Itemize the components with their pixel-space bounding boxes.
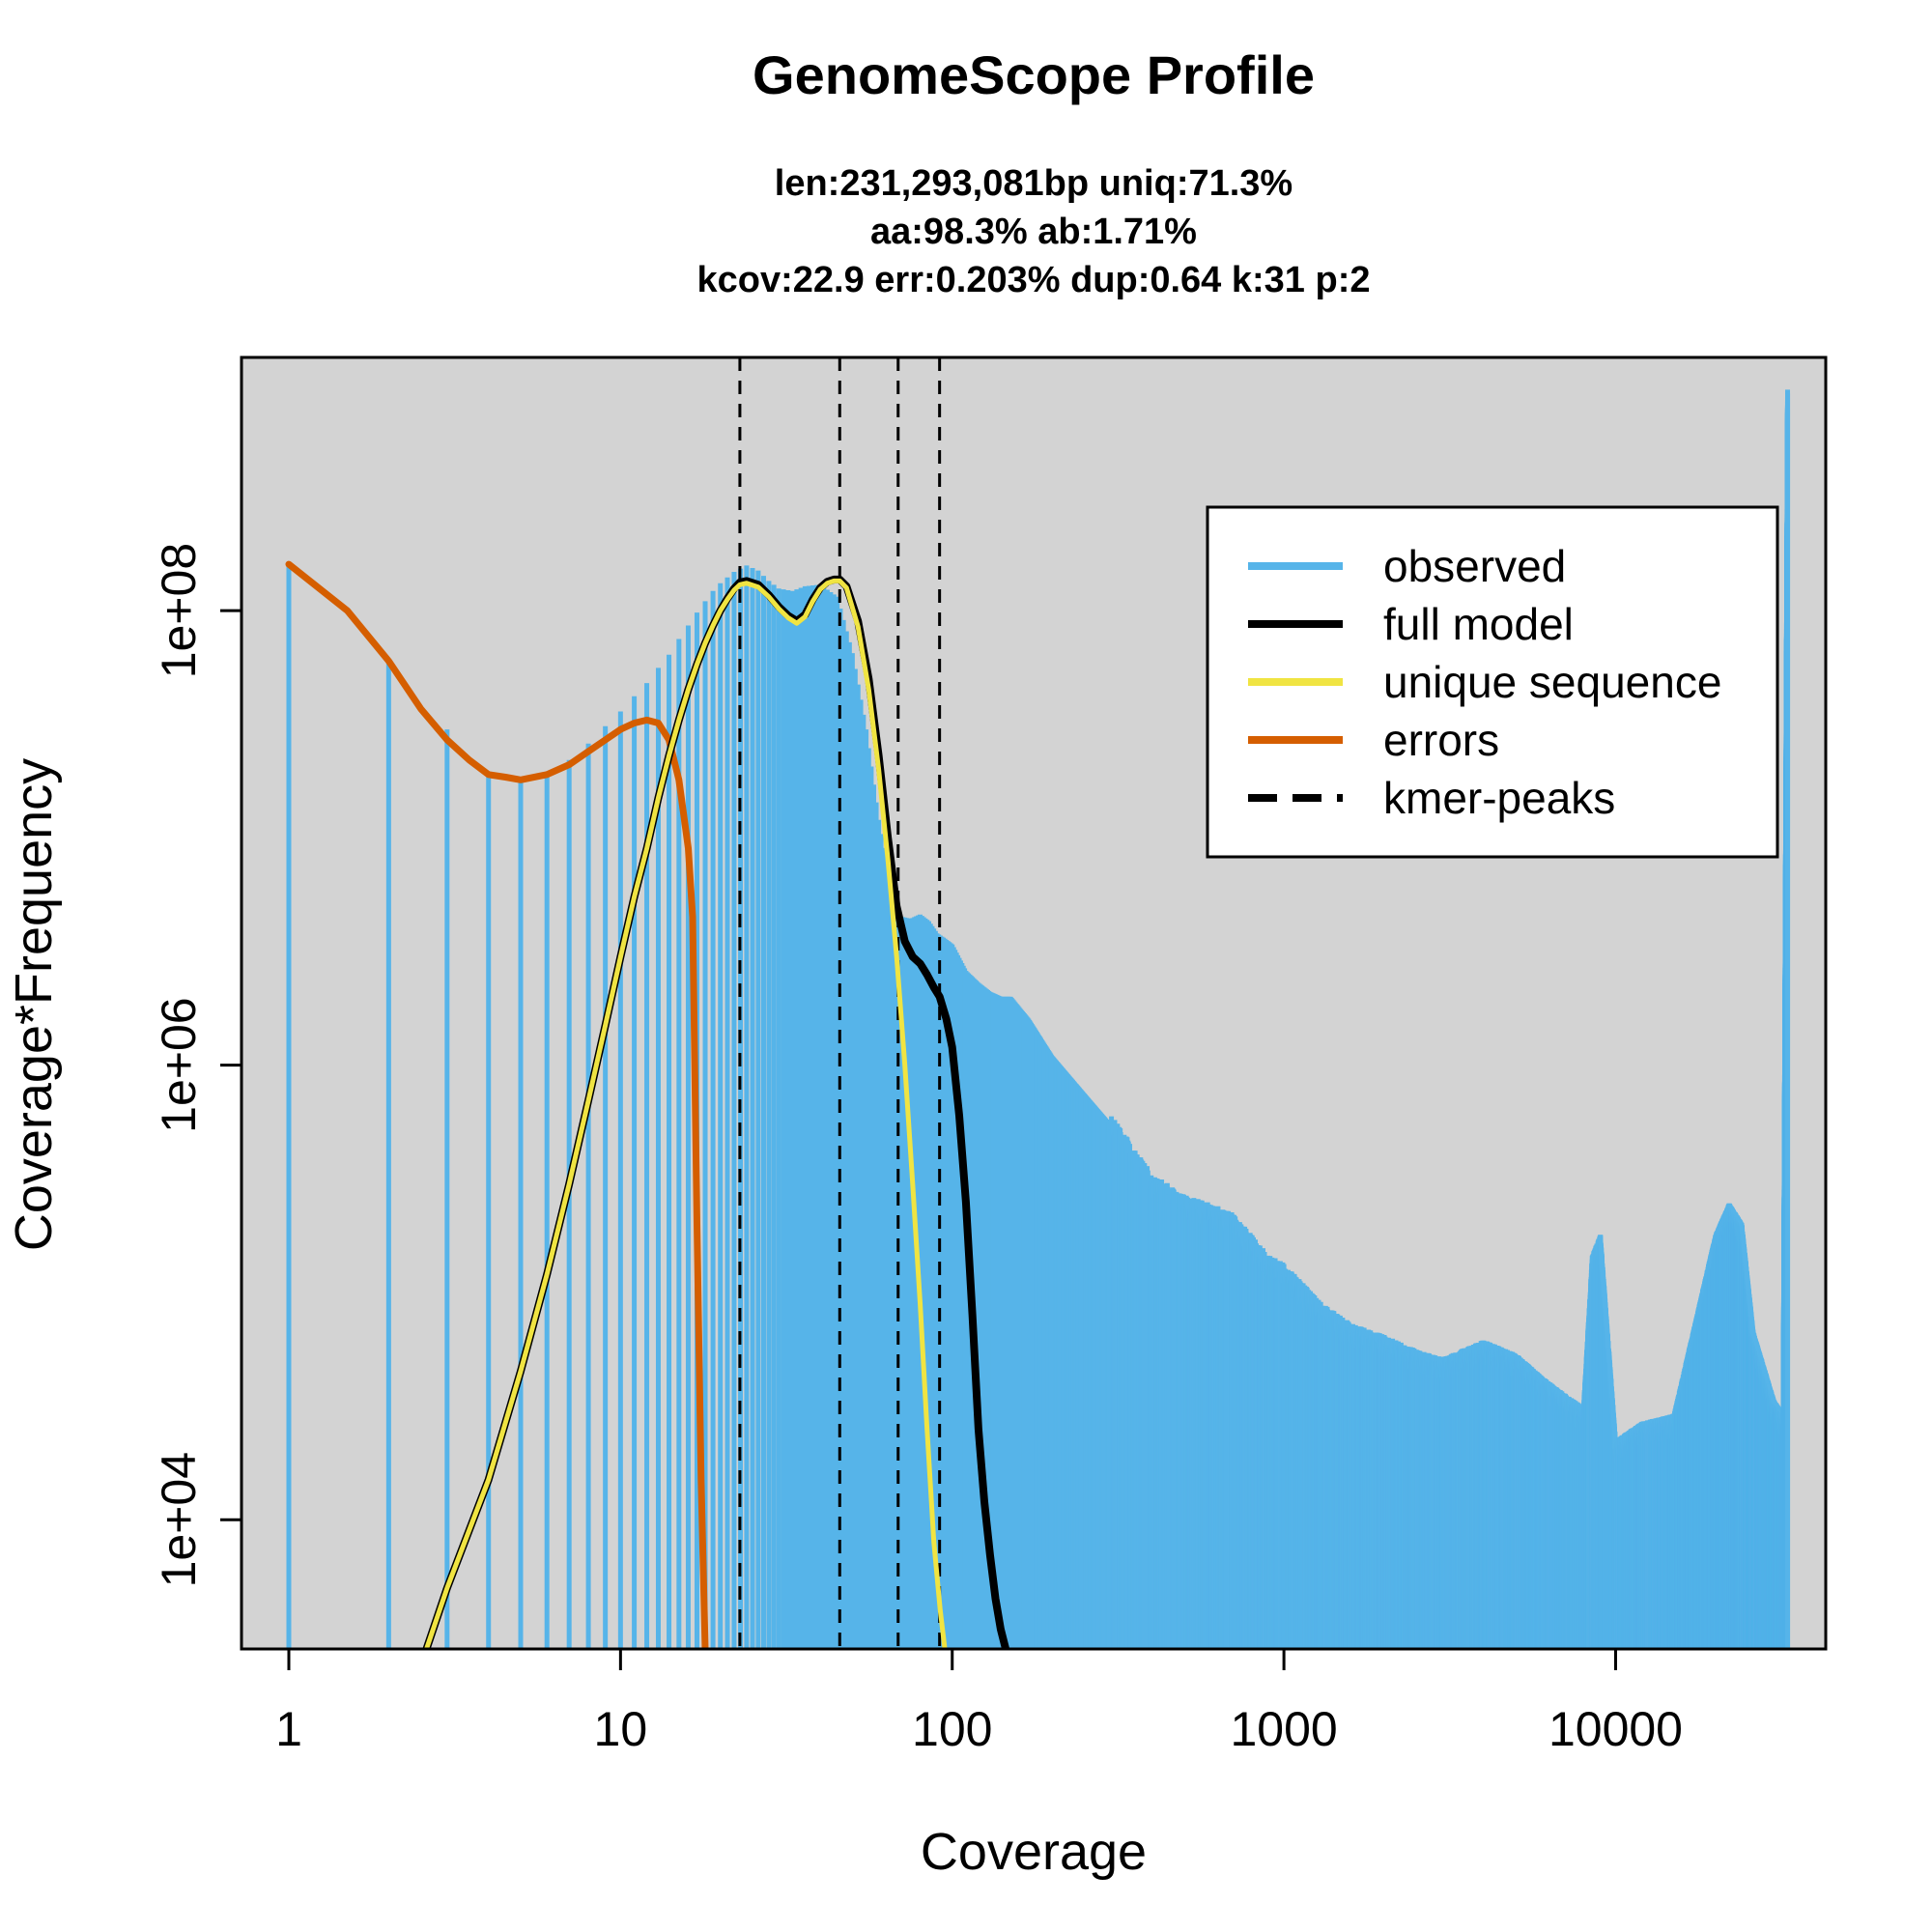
chart-subtitle-line-1: len:231,293,081bp uniq:71.3% — [775, 163, 1293, 204]
chart-subtitle-line-3: kcov:22.9 err:0.203% dup:0.64 k:31 p:2 — [696, 260, 1370, 300]
chart-subtitle-line-2: aa:98.3% ab:1.71% — [870, 212, 1197, 252]
chart-title: GenomeScope Profile — [753, 44, 1315, 105]
